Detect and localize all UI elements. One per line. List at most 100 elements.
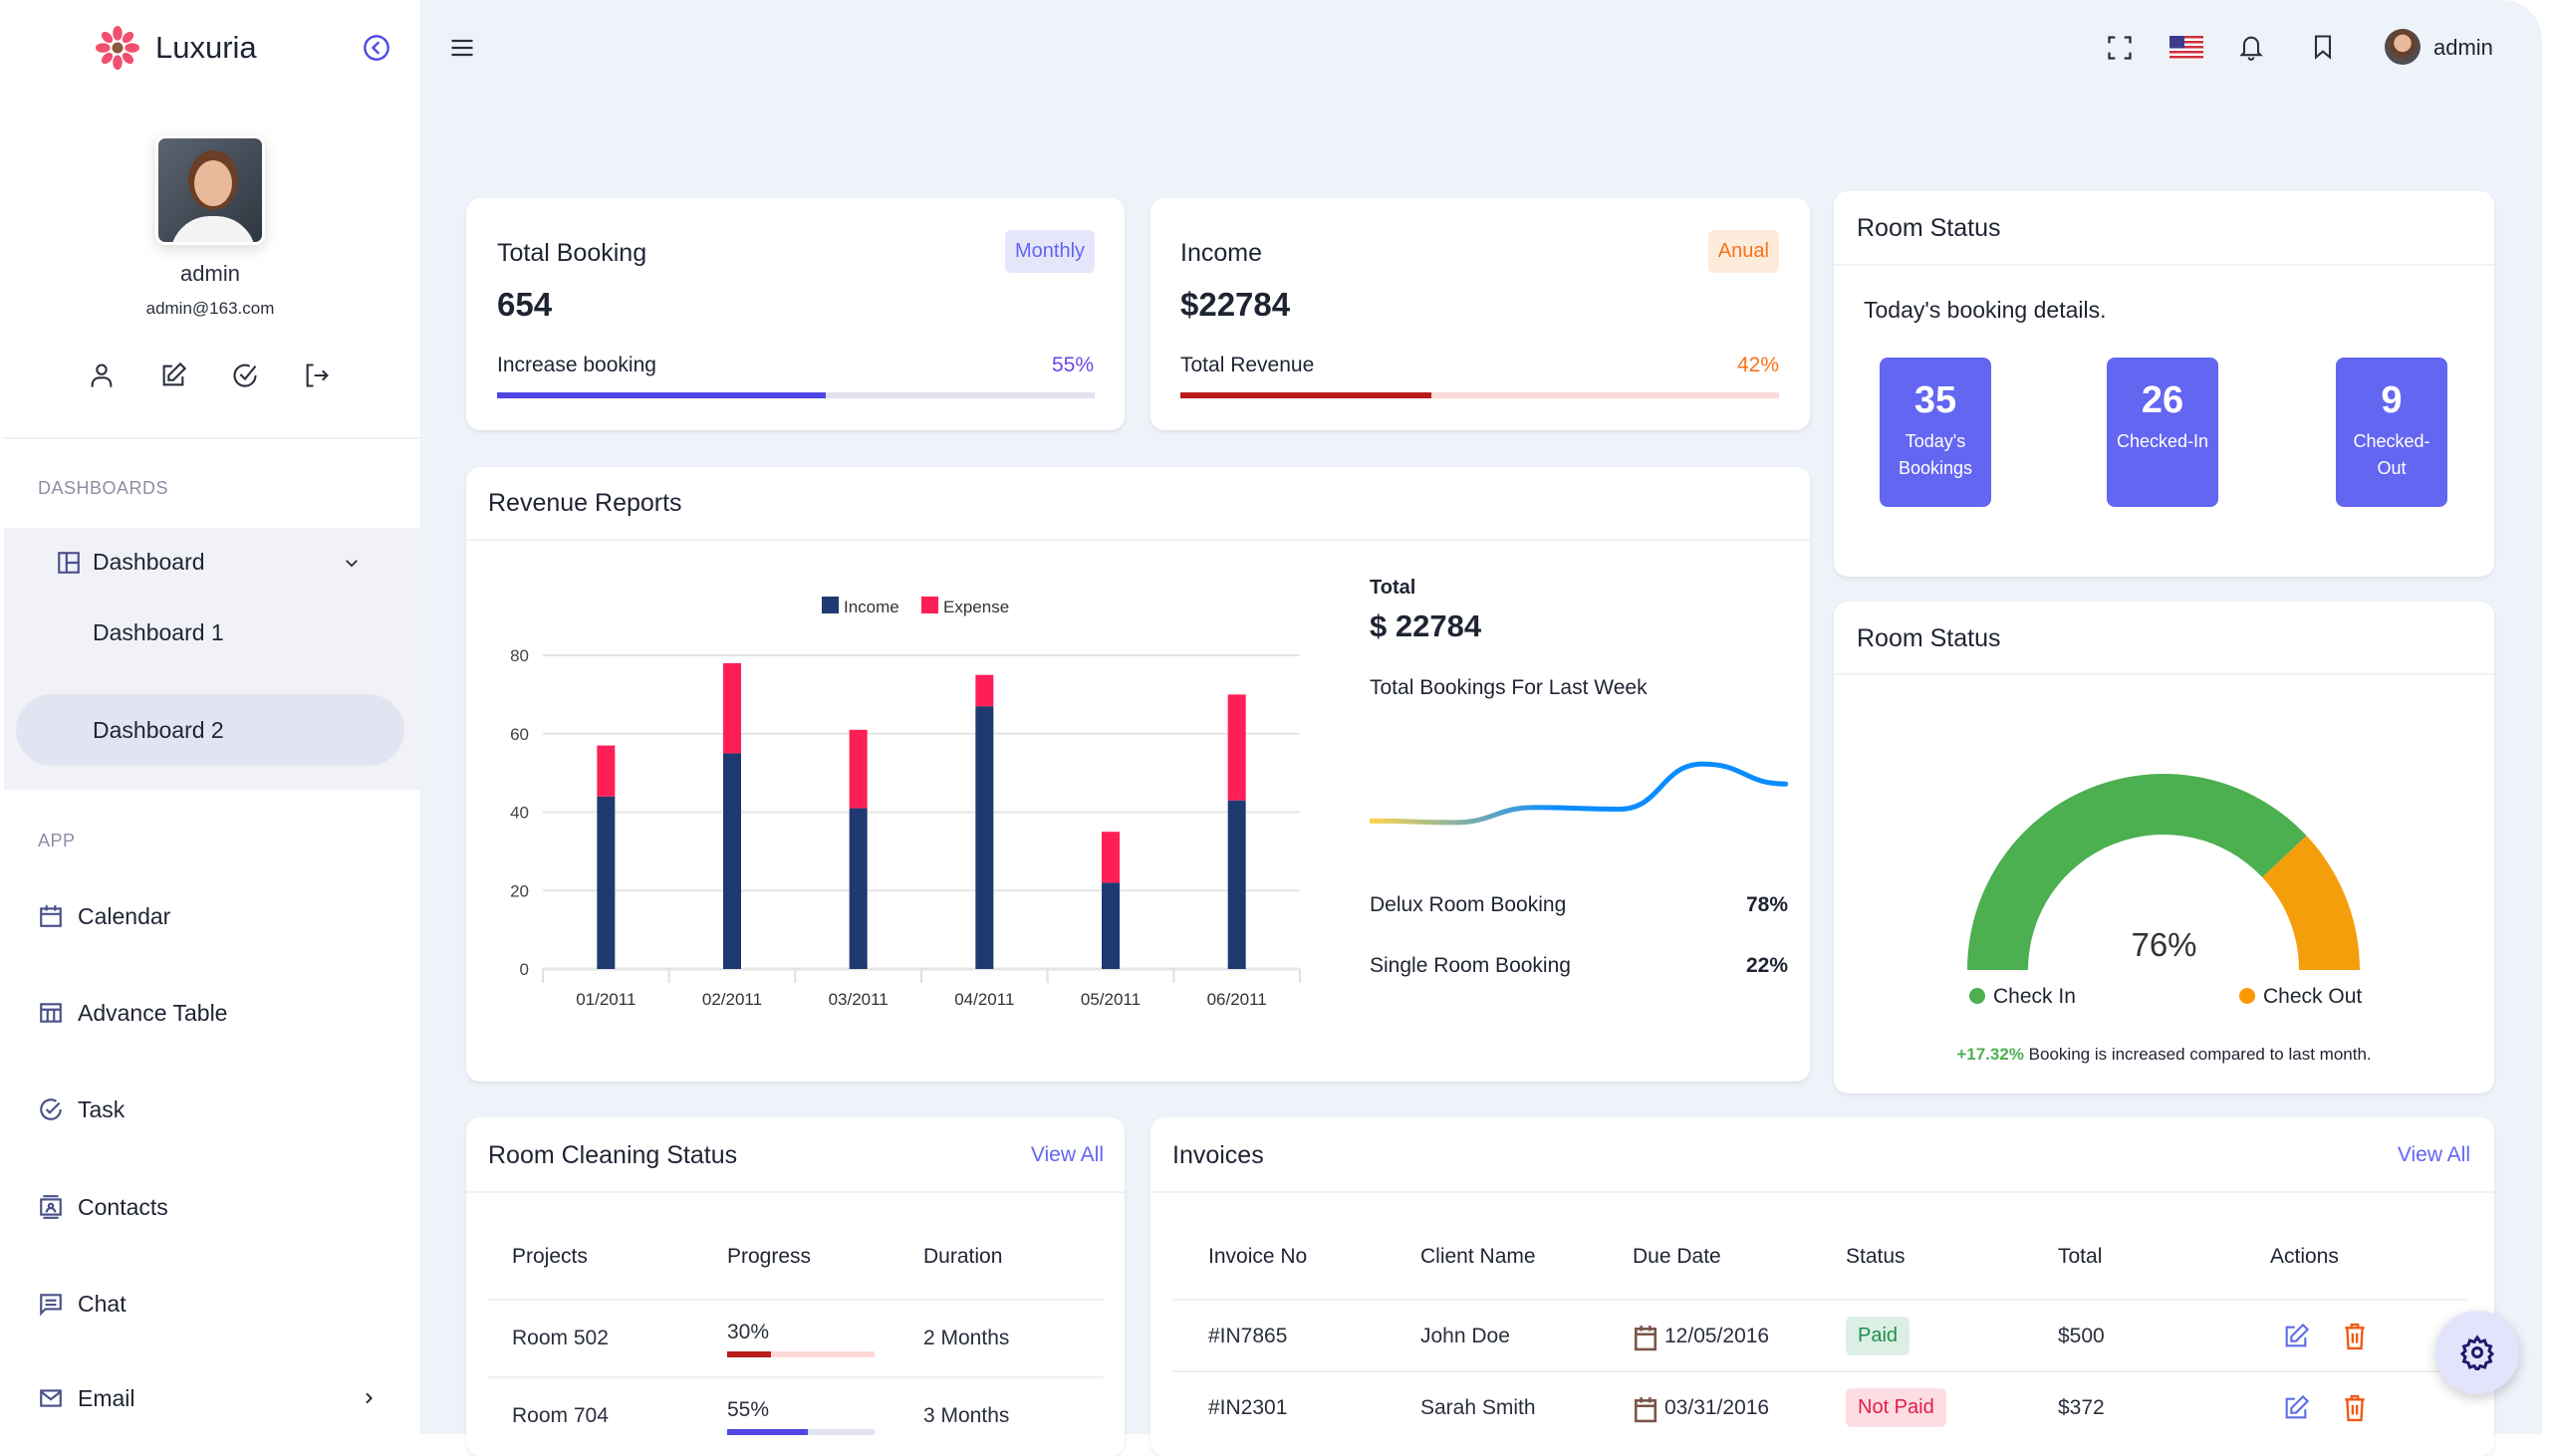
progress-fill (497, 392, 826, 398)
user-avatar[interactable] (2385, 29, 2421, 65)
box-label: Checked-Out (2353, 431, 2430, 478)
card-title: Room Status (1857, 214, 2001, 242)
edit-icon[interactable] (2282, 1393, 2310, 1423)
settings-fab[interactable] (2435, 1311, 2519, 1394)
bar-income (597, 796, 616, 969)
logout-icon[interactable] (303, 362, 331, 389)
profile-name: admin (180, 261, 240, 286)
progress-bar (497, 392, 1095, 398)
invoice-total: $372 (2058, 1396, 2105, 1419)
progress-fill (727, 1351, 772, 1357)
profile-icon[interactable] (88, 362, 116, 389)
delete-icon[interactable] (2342, 1321, 2368, 1352)
sidebar-item-dashboard-2[interactable]: Dashboard 2 (16, 694, 404, 766)
status-badge: Paid (1846, 1317, 1911, 1355)
column-header: Status (1846, 1245, 1906, 1268)
weekly-bookings-sparkline (1370, 761, 1788, 826)
calendar-icon (40, 905, 62, 927)
checked-out-box: 9 Checked-Out (2336, 358, 2447, 507)
chat-icon (40, 1294, 62, 1317)
sidebar-item-label: Dashboard (93, 549, 205, 575)
sidebar-item-task[interactable]: Task (0, 1085, 420, 1134)
y-tick-label: 40 (510, 804, 529, 823)
divider (1150, 1191, 2494, 1193)
invoices-card: Invoices View All Invoice No Client Name… (1150, 1117, 2494, 1456)
column-header: Progress (727, 1245, 812, 1268)
row-divider (488, 1376, 1104, 1378)
edit-icon[interactable] (2282, 1322, 2310, 1351)
due-date: 12/05/2016 (1664, 1325, 1770, 1347)
chevron-down-icon (346, 560, 358, 568)
period-badge[interactable]: Anual (1707, 230, 1779, 273)
gauge-segment-check-out (2262, 836, 2360, 970)
sidebar-item-contacts[interactable]: Contacts (0, 1182, 420, 1232)
y-tick-label: 60 (510, 725, 529, 744)
sidebar: Luxuria admin admin@163.com DASHBOARDS D… (0, 0, 420, 1434)
card-title: Revenue Reports (488, 489, 682, 517)
stat-label: Single Room Booking (1370, 954, 1571, 977)
bar-expense (975, 674, 994, 707)
divider (1834, 264, 2494, 266)
collapse-sidebar-icon[interactable] (363, 34, 390, 62)
x-tick-label: 06/2011 (1207, 990, 1267, 1009)
profile-avatar[interactable] (155, 135, 265, 245)
notification-bell-icon[interactable] (2237, 32, 2265, 62)
menu-icon[interactable] (448, 34, 476, 62)
flag-us-icon[interactable] (2169, 36, 2203, 60)
sidebar-item-calendar[interactable]: Calendar (0, 891, 420, 941)
bar-income (723, 753, 741, 969)
income-card: Income Anual $22784 Total Revenue 42% (1150, 198, 1810, 430)
y-tick-label: 0 (520, 960, 529, 979)
progress-label: Total Revenue (1180, 354, 1315, 376)
profile-email: admin@163.com (145, 299, 275, 318)
legend-check-in: Check In (1993, 985, 2076, 1008)
status-badge: Not Paid (1846, 1388, 1946, 1427)
due-date: 03/31/2016 (1664, 1396, 1770, 1419)
legend-check-out: Check Out (2263, 985, 2363, 1008)
bookmark-icon[interactable] (2309, 32, 2337, 62)
booking-details-subtitle: Today's booking details. (1864, 297, 2107, 323)
sidebar-item-label: Calendar (78, 903, 171, 929)
progress-percent: 42% (1736, 354, 1779, 376)
total-booking-card: Total Booking Monthly 654 Increase booki… (466, 198, 1125, 430)
bar-income (1227, 800, 1246, 969)
sidebar-item-chat[interactable]: Chat (0, 1279, 420, 1329)
client-name: Sarah Smith (1420, 1396, 1536, 1419)
duration: 2 Months (923, 1327, 1010, 1349)
sidebar-item-advance-table[interactable]: Advance Table (0, 988, 420, 1038)
sidebar-item-label: Email (78, 1385, 135, 1411)
check-in-gauge (1967, 774, 2360, 970)
column-header: Duration (923, 1245, 1003, 1268)
view-all-link[interactable]: View All (1030, 1143, 1104, 1166)
x-tick-label: 04/2011 (954, 990, 1014, 1009)
gauge-segment-check-in (1967, 774, 2307, 970)
legend-dot-check-in (1969, 988, 1985, 1004)
section-app: APP (38, 831, 76, 850)
box-value: 26 (2141, 379, 2184, 421)
row-divider (1172, 1299, 2467, 1301)
box-value: 35 (1913, 379, 1957, 421)
total-value: $ 22784 (1370, 608, 1482, 643)
invoice-total: $500 (2058, 1325, 2105, 1347)
fullscreen-icon[interactable] (2106, 34, 2134, 62)
view-all-link[interactable]: View All (2397, 1143, 2470, 1166)
brand-name: Luxuria (155, 30, 257, 65)
gear-icon (2459, 1335, 2495, 1370)
delete-icon[interactable] (2342, 1392, 2368, 1424)
user-name[interactable]: admin (2433, 35, 2493, 60)
bar-expense (597, 745, 616, 797)
legend-swatch (921, 597, 938, 613)
x-tick-label: 05/2011 (1081, 990, 1141, 1009)
invoice-no[interactable]: #IN2301 (1208, 1396, 1288, 1419)
divider (466, 539, 1810, 541)
stat-label: Delux Room Booking (1370, 893, 1567, 916)
check-circle-icon[interactable] (231, 362, 259, 389)
sidebar-item-email[interactable]: Email (0, 1373, 420, 1423)
sidebar-item-dashboard-1[interactable]: Dashboard 1 (93, 619, 224, 645)
bar-expense (1102, 832, 1120, 883)
period-badge[interactable]: Monthly (1005, 230, 1096, 273)
invoice-no[interactable]: #IN7865 (1208, 1325, 1288, 1347)
edit-icon[interactable] (159, 362, 187, 389)
bar-expense (723, 662, 741, 754)
sidebar-item-dashboard[interactable]: Dashboard (4, 538, 420, 588)
